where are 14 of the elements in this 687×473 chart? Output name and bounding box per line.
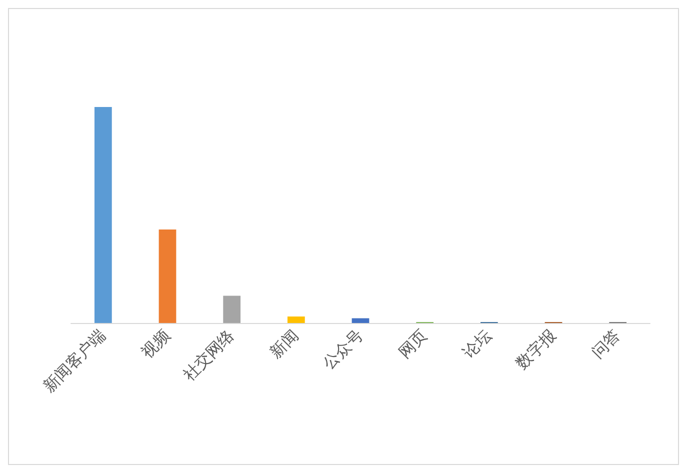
x-tick-label: 新闻客户端 [40,326,110,396]
bar [352,318,370,323]
x-tick-label: 公众号 [320,326,367,373]
bar [94,107,112,323]
x-tick-label: 新闻 [266,326,302,362]
bar [223,296,241,323]
bar [287,316,305,323]
bar [158,229,176,323]
x-tick-label: 论坛 [460,326,496,362]
x-tick-label: 视频 [138,326,174,362]
x-tick-label: 数字报 [512,326,560,373]
x-tick-label: 问答 [588,326,624,362]
x-tick-label: 社交网络 [180,326,238,384]
x-tick-label: 网页 [396,326,431,362]
